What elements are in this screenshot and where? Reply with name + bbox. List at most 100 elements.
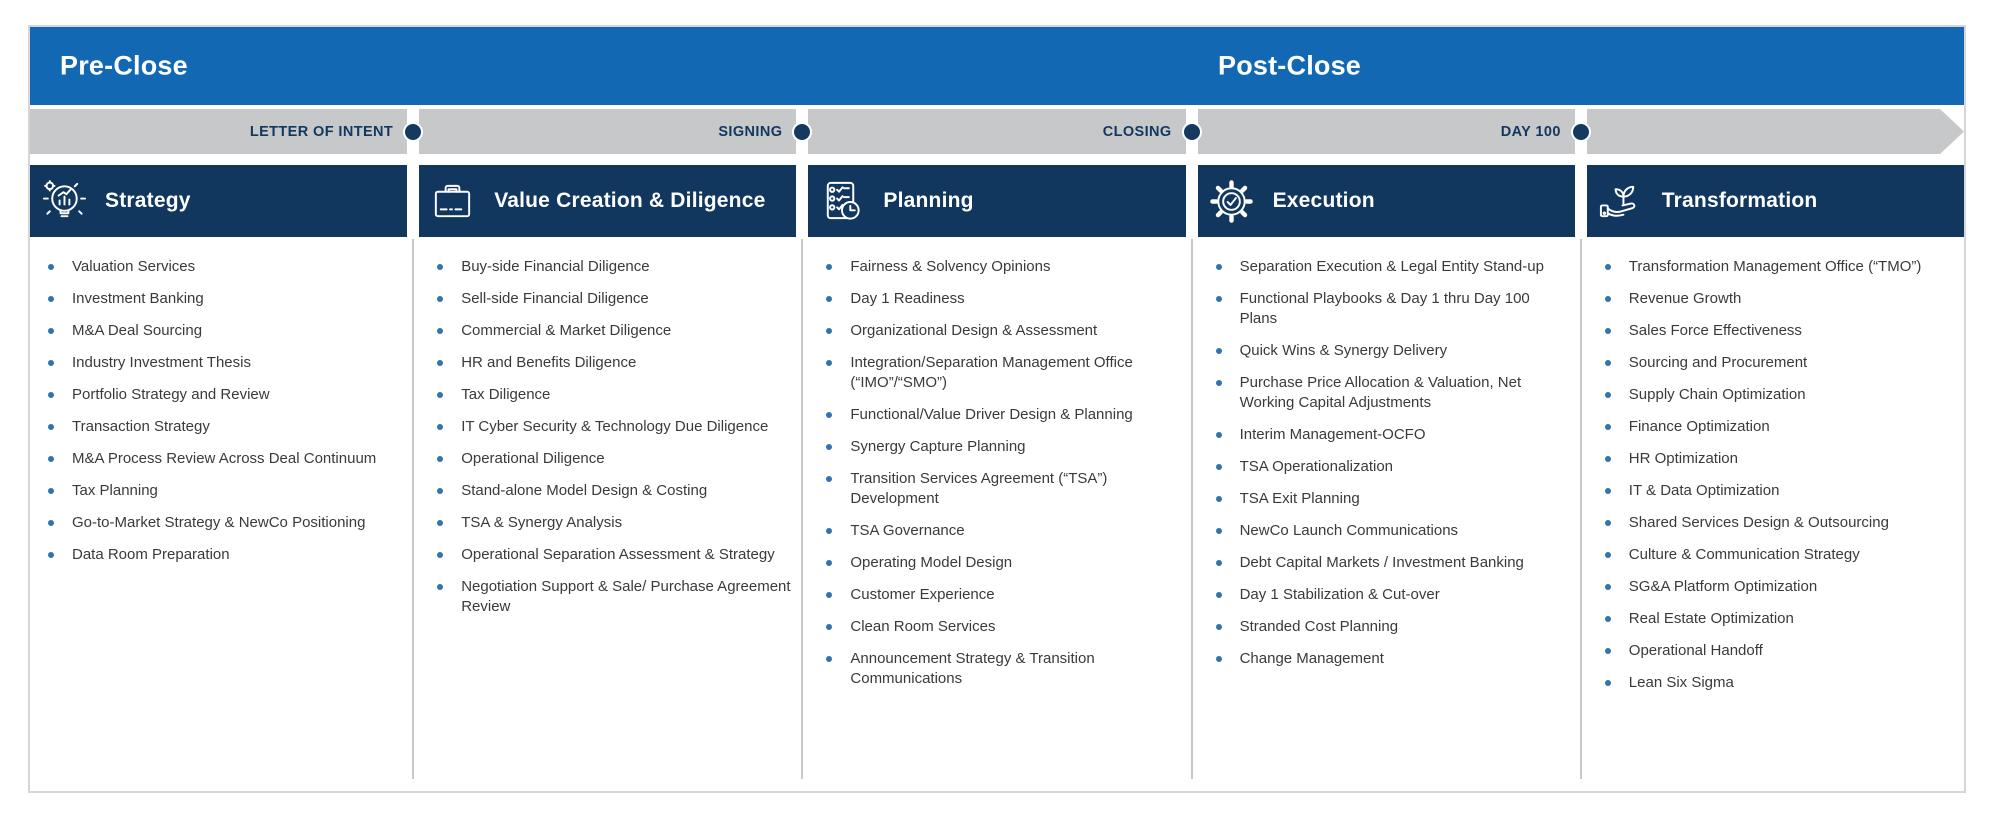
milestone-label-day-100: DAY 100 xyxy=(1500,123,1561,140)
list-item: Separation Execution & Legal Entity Stan… xyxy=(1214,257,1571,277)
bullet-icon xyxy=(1604,424,1611,430)
list-item: Valuation Services xyxy=(46,257,403,277)
list-item: Customer Experience xyxy=(824,585,1181,605)
list-item-text: Operational Diligence xyxy=(461,450,605,467)
list-item-text: Sourcing and Procurement xyxy=(1628,354,1808,371)
list-item-text: Purchase Price Allocation & Valuation, N… xyxy=(1239,374,1522,411)
list-item-text: M&A Process Review Across Deal Continuum xyxy=(72,450,377,467)
list-item: TSA Exit Planning xyxy=(1214,489,1571,509)
list-item-text: Investment Banking xyxy=(72,290,204,307)
phase-label-post-close: Post-Close xyxy=(1218,50,1362,81)
list-item: Shared Services Design & Outsourcing xyxy=(1603,513,1960,533)
bullet-icon xyxy=(1604,264,1611,270)
list-item: M&A Process Review Across Deal Continuum xyxy=(46,449,403,469)
bullet-icon xyxy=(1604,520,1611,526)
list-item: Transition Services Agreement (“TSA”) De… xyxy=(824,469,1181,509)
bullet-icon xyxy=(826,528,833,534)
list-item-text: Tax Planning xyxy=(72,482,158,499)
list-item-text: IT & Data Optimization xyxy=(1628,482,1780,499)
list-item-text: Valuation Services xyxy=(72,258,196,275)
bullet-icon xyxy=(1604,296,1611,302)
list-item-text: Operational Handoff xyxy=(1628,642,1763,659)
bullet-icon xyxy=(1215,264,1222,270)
list-item-text: Lean Six Sigma xyxy=(1628,674,1734,691)
list-item: Tax Planning xyxy=(46,481,403,501)
milestone-label-letter-of-intent: LETTER OF INTENT xyxy=(249,123,394,140)
bullet-icon xyxy=(1604,680,1611,686)
list-item: Stranded Cost Planning xyxy=(1214,617,1571,637)
list-item: Integration/Separation Management Office… xyxy=(824,353,1181,393)
list-item-text: Sales Force Effectiveness xyxy=(1628,322,1802,339)
list-item: Fairness & Solvency Opinions xyxy=(824,257,1181,277)
timeline-segment: SIGNING xyxy=(419,109,797,154)
list-item-text: Clean Room Services xyxy=(850,618,996,635)
list-item: Lean Six Sigma xyxy=(1603,673,1960,693)
list-item-text: Integration/Separation Management Office… xyxy=(850,354,1133,391)
bullet-icon xyxy=(826,560,833,566)
list-item-text: Real Estate Optimization xyxy=(1628,610,1794,627)
list-item: HR and Benefits Diligence xyxy=(435,353,792,373)
bullet-icon xyxy=(437,520,444,526)
column-title: Value Creation & Diligence xyxy=(494,189,766,212)
list-item: Transformation Management Office (“TMO”) xyxy=(1603,257,1960,277)
list-item: IT & Data Optimization xyxy=(1603,481,1960,501)
list-item: IT Cyber Security & Technology Due Dilig… xyxy=(435,417,792,437)
list-item: Quick Wins & Synergy Delivery xyxy=(1214,341,1571,361)
bullet-icon xyxy=(48,424,54,430)
list-item-text: Finance Optimization xyxy=(1628,418,1770,435)
list-item: Sell-side Financial Diligence xyxy=(435,289,792,309)
milestone-label-signing: SIGNING xyxy=(718,123,783,140)
column-title: Strategy xyxy=(105,189,191,212)
bullet-icon xyxy=(826,296,833,302)
bullet-icon xyxy=(826,624,833,630)
column-title: Execution xyxy=(1272,189,1375,212)
bullet-icon xyxy=(437,552,444,558)
list-item: Buy-side Financial Diligence xyxy=(435,257,792,277)
list-item-text: Data Room Preparation xyxy=(72,546,230,563)
list-item: Stand-alone Model Design & Costing xyxy=(435,481,792,501)
list-item-text: Sell-side Financial Diligence xyxy=(461,290,649,307)
list-item-text: Day 1 Stabilization & Cut-over xyxy=(1239,586,1440,603)
column-header-planning: Planning xyxy=(808,165,1186,237)
list-item: Investment Banking xyxy=(46,289,403,309)
list-item: Organizational Design & Assessment xyxy=(824,321,1181,341)
gear-check-icon xyxy=(1209,179,1253,223)
list-item: Finance Optimization xyxy=(1603,417,1960,437)
bullet-icon xyxy=(826,328,833,334)
list-item-text: Shared Services Design & Outsourcing xyxy=(1628,514,1889,531)
list-item-text: NewCo Launch Communications xyxy=(1239,522,1459,539)
list-item-text: IT Cyber Security & Technology Due Dilig… xyxy=(461,418,769,435)
bullet-icon xyxy=(48,264,54,270)
bullet-icon xyxy=(48,296,54,302)
bullet-icon xyxy=(48,360,54,366)
list-item: TSA Governance xyxy=(824,521,1181,541)
list-item-text: Operational Separation Assessment & Stra… xyxy=(461,546,775,563)
list-item-text: Organizational Design & Assessment xyxy=(850,322,1098,339)
value-creation-diligence-list: Buy-side Financial Diligence Sell-side F… xyxy=(419,237,796,791)
bullet-icon xyxy=(1215,296,1222,302)
list-item-text: Negotiation Support & Sale/ Purchase Agr… xyxy=(461,578,791,615)
list-item: HR Optimization xyxy=(1603,449,1960,469)
checklist-clock-icon xyxy=(827,181,861,220)
bullet-icon xyxy=(48,456,54,462)
list-item-text: HR Optimization xyxy=(1628,450,1738,467)
bullet-icon xyxy=(826,412,833,418)
bullet-icon xyxy=(437,584,444,590)
list-item: Tax Diligence xyxy=(435,385,792,405)
column-divider xyxy=(1191,239,1193,779)
bullet-icon xyxy=(1604,584,1611,590)
list-item-text: Day 1 Readiness xyxy=(850,290,965,307)
bullet-icon xyxy=(1604,392,1611,398)
column-divider xyxy=(412,239,414,779)
list-item-text: Functional/Value Driver Design & Plannin… xyxy=(850,406,1133,423)
bullet-icon xyxy=(1215,560,1222,566)
list-item: Culture & Communication Strategy xyxy=(1603,545,1960,565)
list-item: Debt Capital Markets / Investment Bankin… xyxy=(1214,553,1571,573)
bullet-icon xyxy=(48,488,54,494)
bullet-icon xyxy=(437,360,444,366)
list-item: Revenue Growth xyxy=(1603,289,1960,309)
bullet-icon xyxy=(1604,328,1611,334)
list-item: Operating Model Design xyxy=(824,553,1181,573)
list-item: Operational Diligence xyxy=(435,449,792,469)
bullet-icon xyxy=(1215,528,1222,534)
